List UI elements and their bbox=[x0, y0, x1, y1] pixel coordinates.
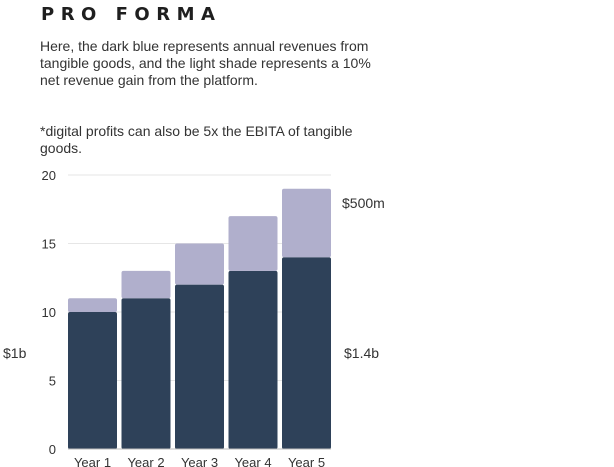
bars bbox=[68, 188, 331, 449]
footnote: *digital profits can also be 5x the EBIT… bbox=[40, 123, 353, 156]
y-tick-label: 15 bbox=[42, 237, 56, 252]
bar-platform-gain bbox=[228, 216, 278, 271]
bar-tangible-goods bbox=[228, 270, 278, 449]
y-tick-label: 20 bbox=[42, 168, 56, 183]
x-tick-label: Year 4 bbox=[234, 455, 271, 467]
y-tick-label: 10 bbox=[42, 305, 56, 320]
y-tick-label: 5 bbox=[49, 374, 56, 389]
x-tick-label: Year 2 bbox=[127, 455, 164, 467]
y-axis-ticks: 0 5 10 15 20 bbox=[42, 168, 56, 457]
bar-platform-gain bbox=[282, 188, 331, 258]
bar-tangible-goods bbox=[121, 298, 171, 449]
x-tick-label: Year 3 bbox=[181, 455, 218, 467]
annotation-left-value: $1b bbox=[3, 345, 27, 361]
bar-platform-gain bbox=[121, 270, 171, 299]
bar-platform-gain bbox=[68, 298, 117, 312]
x-axis-ticks: Year 1 Year 2 Year 3 Year 4 Year 5 bbox=[74, 455, 325, 467]
bar-tangible-goods bbox=[282, 257, 331, 449]
annotation-right-bottom-value: $1.4b bbox=[344, 345, 379, 361]
y-tick-label: 0 bbox=[49, 442, 56, 457]
x-tick-label: Year 1 bbox=[74, 455, 111, 467]
bar-tangible-goods bbox=[175, 284, 224, 449]
chart-description: Here, the dark blue represents annual re… bbox=[40, 38, 371, 88]
page-title: PRO FORMA bbox=[41, 4, 222, 25]
annotation-right-top-value: $500m bbox=[342, 195, 385, 211]
x-tick-label: Year 5 bbox=[288, 455, 325, 467]
bar-platform-gain bbox=[175, 243, 224, 285]
bar-tangible-goods bbox=[68, 312, 117, 449]
